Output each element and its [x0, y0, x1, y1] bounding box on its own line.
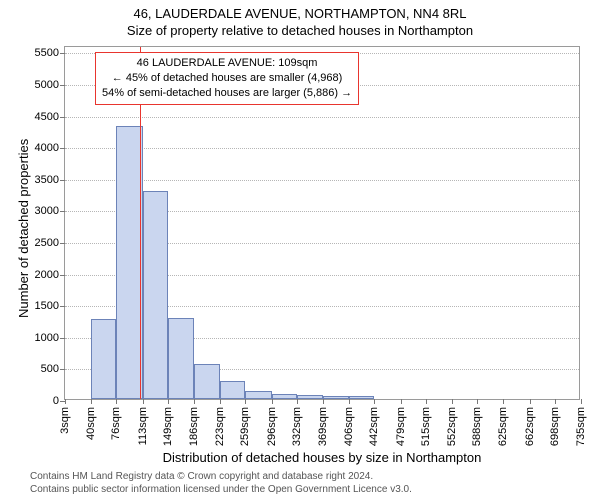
histogram-bar [91, 319, 116, 399]
xtick-label: 296sqm [266, 407, 278, 446]
xtick-mark [272, 399, 273, 404]
ytick-mark [60, 148, 65, 149]
chart-container: 46, LAUDERDALE AVENUE, NORTHAMPTON, NN4 … [0, 0, 600, 500]
xtick-label: 406sqm [343, 407, 355, 446]
xtick-label: 149sqm [162, 407, 174, 446]
xtick-mark [555, 399, 556, 404]
ytick-label: 2500 [35, 237, 59, 249]
ytick-label: 2000 [35, 269, 59, 281]
xtick-mark [116, 399, 117, 404]
annotation-box: 46 LAUDERDALE AVENUE: 109sqm ← 45% of de… [95, 52, 359, 105]
annotation-line: 54% of semi-detached houses are larger (… [102, 86, 352, 101]
ytick-mark [60, 369, 65, 370]
xtick-mark [452, 399, 453, 404]
chart-title: 46, LAUDERDALE AVENUE, NORTHAMPTON, NN4 … [0, 0, 600, 21]
chart-subtitle: Size of property relative to detached ho… [0, 21, 600, 38]
xtick-label: 259sqm [239, 407, 251, 446]
xtick-label: 40sqm [85, 407, 97, 440]
histogram-bar [220, 381, 245, 399]
xtick-label: 588sqm [471, 407, 483, 446]
footer-line: Contains public sector information licen… [30, 484, 600, 497]
histogram-bar [297, 395, 323, 399]
histogram-bar [272, 394, 297, 399]
xtick-mark [323, 399, 324, 404]
ytick-label: 1000 [35, 332, 59, 344]
ytick-mark [60, 243, 65, 244]
xtick-mark [349, 399, 350, 404]
ytick-label: 500 [41, 363, 59, 375]
ytick-mark [60, 306, 65, 307]
xtick-mark [401, 399, 402, 404]
xtick-label: 442sqm [368, 407, 380, 446]
histogram-bar [323, 396, 349, 399]
histogram-bar [168, 318, 194, 399]
ytick-label: 5500 [35, 47, 59, 59]
xtick-label: 515sqm [420, 407, 432, 446]
xtick-label: 3sqm [59, 407, 71, 434]
ytick-mark [60, 338, 65, 339]
xtick-label: 223sqm [214, 407, 226, 446]
xtick-label: 186sqm [188, 407, 200, 446]
ytick-mark [60, 211, 65, 212]
ytick-mark [60, 85, 65, 86]
footer: Contains HM Land Registry data © Crown c… [0, 471, 600, 496]
xtick-mark [91, 399, 92, 404]
xtick-mark [168, 399, 169, 404]
xtick-label: 625sqm [497, 407, 509, 446]
ytick-label: 1500 [35, 300, 59, 312]
ytick-mark [60, 275, 65, 276]
ytick-label: 3500 [35, 174, 59, 186]
xtick-mark [477, 399, 478, 404]
xtick-mark [503, 399, 504, 404]
ytick-label: 5000 [35, 79, 59, 91]
annotation-line: 46 LAUDERDALE AVENUE: 109sqm [102, 56, 352, 71]
ytick-mark [60, 180, 65, 181]
ytick-mark [60, 117, 65, 118]
histogram-bar [194, 364, 220, 399]
histogram-bar [349, 396, 374, 399]
xtick-label: 698sqm [549, 407, 561, 446]
ytick-label: 4500 [35, 111, 59, 123]
histogram-bar [143, 191, 168, 399]
xtick-mark [374, 399, 375, 404]
xtick-label: 369sqm [317, 407, 329, 446]
y-axis-label: Number of detached properties [16, 139, 31, 318]
gridline-h [65, 117, 579, 118]
xtick-label: 735sqm [575, 407, 587, 446]
footer-line: Contains HM Land Registry data © Crown c… [30, 471, 600, 484]
xtick-mark [581, 399, 582, 404]
xtick-mark [245, 399, 246, 404]
xtick-label: 332sqm [291, 407, 303, 446]
xtick-label: 552sqm [446, 407, 458, 446]
ytick-label: 0 [53, 395, 59, 407]
xtick-mark [194, 399, 195, 404]
ytick-label: 4000 [35, 142, 59, 154]
xtick-mark [143, 399, 144, 404]
histogram-bar [245, 391, 271, 399]
xtick-label: 662sqm [524, 407, 536, 446]
xtick-mark [65, 399, 66, 404]
xtick-mark [297, 399, 298, 404]
xtick-mark [530, 399, 531, 404]
ytick-label: 3000 [35, 205, 59, 217]
histogram-bar [116, 126, 142, 399]
xtick-label: 76sqm [110, 407, 122, 440]
xtick-label: 479sqm [395, 407, 407, 446]
xtick-mark [220, 399, 221, 404]
xtick-mark [426, 399, 427, 404]
x-axis-label: Distribution of detached houses by size … [64, 450, 580, 465]
xtick-label: 113sqm [137, 407, 149, 445]
ytick-mark [60, 53, 65, 54]
annotation-line: ← 45% of detached houses are smaller (4,… [102, 71, 352, 86]
